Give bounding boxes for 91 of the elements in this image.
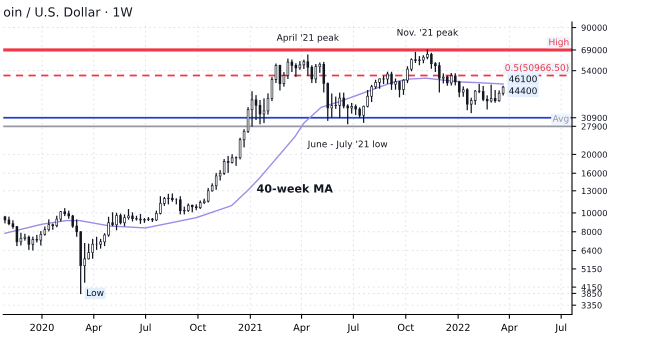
candlestick <box>390 72 393 90</box>
candlestick <box>334 96 337 109</box>
y-tick-label: 6400 <box>582 248 602 254</box>
candlestick <box>127 208 130 220</box>
y-tick-label: 16000 <box>582 170 607 177</box>
x-tick-label: Jul <box>139 324 151 333</box>
candlestick <box>342 92 345 108</box>
candlestick <box>115 212 118 230</box>
candlestick <box>358 107 361 118</box>
candlestick <box>310 65 314 83</box>
candlestick <box>119 214 122 224</box>
candlestick <box>398 80 401 98</box>
annotation: 46100 <box>509 75 537 82</box>
candlestick <box>482 86 484 102</box>
candlestick <box>486 95 488 110</box>
x-tick-label: 2020 <box>30 324 54 332</box>
annotation: 44400 <box>509 87 537 94</box>
candlestick <box>191 204 194 212</box>
annotation: June - July '21 low <box>307 140 388 150</box>
candlestick <box>438 62 441 92</box>
x-tick-label: Apr <box>501 324 518 333</box>
y-tick-label: 69000 <box>582 46 607 54</box>
candlestick <box>386 72 389 84</box>
x-tick-label: Jul <box>554 324 566 333</box>
y-tick-label: 3850 <box>582 290 602 297</box>
y-tick-label: 13000 <box>582 188 607 194</box>
candlestick <box>222 159 226 175</box>
candlestick <box>490 84 492 102</box>
candlestick <box>194 204 198 210</box>
y-tick-label: 5150 <box>582 266 602 272</box>
candlestick <box>63 208 66 216</box>
candlestick <box>59 211 62 222</box>
x-tick-label: 2022 <box>446 324 470 332</box>
y-tick-label: 27900 <box>582 123 607 130</box>
y-tick-label: 20000 <box>582 151 607 158</box>
candlestick <box>206 188 210 202</box>
annotation: Nov. '21 peak <box>398 28 458 38</box>
x-tick-label: Jul <box>347 324 358 333</box>
candlestick <box>40 231 42 246</box>
candlestick <box>36 234 38 242</box>
y-tick-label: 4150 <box>581 284 602 290</box>
y-tick-label: 10000 <box>582 210 607 216</box>
candlestick <box>370 84 373 102</box>
candlestick <box>314 64 318 84</box>
y-tick-label: 8000 <box>582 228 602 236</box>
candlestick <box>278 64 282 90</box>
annotation: Low <box>87 289 104 296</box>
candlestick <box>494 90 496 103</box>
x-tick-label: Oct <box>190 324 206 332</box>
y-tick-label: 3350 <box>582 302 602 308</box>
candlestick <box>179 196 182 214</box>
candlestick <box>71 214 74 228</box>
x-tick-label: Oct <box>398 324 414 332</box>
candlestick <box>430 52 433 69</box>
series-label: 40-week MA <box>257 184 333 193</box>
candlestick <box>466 88 469 110</box>
candlestick <box>214 172 218 190</box>
y-tick-label: 54000 <box>582 68 607 74</box>
ref-line-label: 0.5(50966.50) <box>505 64 568 72</box>
candlestick <box>306 54 310 76</box>
candlestick <box>226 156 230 173</box>
candlestick <box>91 238 94 259</box>
candlestick <box>32 236 34 251</box>
candlestick <box>56 216 58 228</box>
candlestick <box>48 219 50 232</box>
candlestick <box>262 98 266 124</box>
ref-line-label: High <box>549 38 568 48</box>
x-tick-label: 2021 <box>238 324 262 332</box>
candlestick <box>123 214 126 226</box>
ref-line-label: Avg <box>552 115 568 124</box>
candlestick <box>294 63 298 77</box>
x-tick-label: Apr <box>293 324 310 333</box>
annotation: April '21 peak <box>276 34 340 43</box>
y-tick-label: 30900 <box>582 114 607 122</box>
candlestick <box>16 226 18 246</box>
chart-title: oin / U.S. Dollar · 1W <box>4 7 132 18</box>
candlestick <box>167 194 170 204</box>
candlestick <box>354 104 357 116</box>
candlestick <box>290 59 294 72</box>
candlestick <box>474 90 476 105</box>
x-tick-label: Apr <box>85 324 102 333</box>
candlestick <box>498 90 500 102</box>
candlestick <box>254 95 258 120</box>
candlestick <box>171 193 174 202</box>
candlestick <box>378 78 381 89</box>
candlestick <box>28 235 30 250</box>
candlestick <box>338 92 341 118</box>
y-tick-label: 90000 <box>582 24 607 31</box>
candlestick <box>258 100 262 124</box>
candlestick <box>350 102 353 114</box>
candlestick <box>450 73 453 86</box>
